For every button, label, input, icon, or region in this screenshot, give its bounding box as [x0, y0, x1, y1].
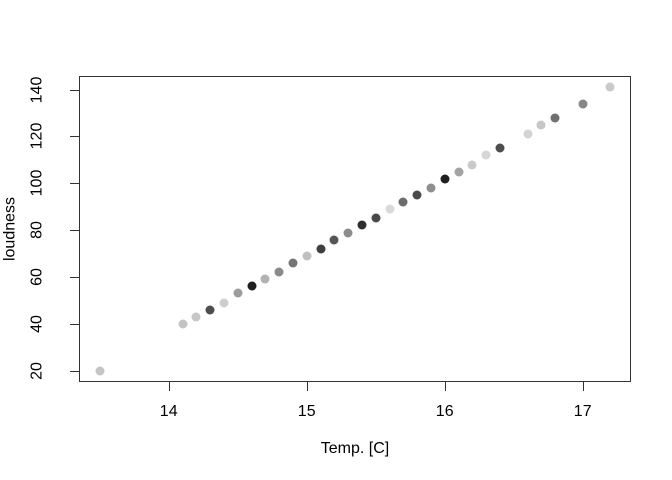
data-point [385, 204, 394, 214]
y-axis-tick [70, 277, 79, 279]
y-axis-tick [70, 370, 79, 372]
data-point [95, 366, 105, 376]
y-tick-label: 40 [28, 314, 46, 333]
y-axis-tick [70, 136, 79, 138]
data-point [495, 143, 505, 153]
x-tick-label: 17 [573, 403, 592, 420]
data-point [426, 183, 436, 193]
data-point [260, 274, 270, 284]
data-point [605, 82, 615, 92]
data-point [233, 288, 243, 298]
y-axis-tick [70, 183, 79, 185]
data-point [523, 129, 532, 139]
y-tick-label: 120 [28, 123, 46, 150]
data-point [357, 220, 367, 230]
data-point [191, 312, 201, 322]
y-tick-label: 80 [28, 221, 46, 240]
data-point [371, 213, 381, 223]
data-point [316, 244, 325, 254]
data-point [302, 251, 312, 261]
y-axis-title: loudness [1, 196, 19, 262]
data-point [288, 258, 298, 268]
data-point [219, 298, 229, 308]
x-axis-title: Temp. [C] [320, 440, 390, 457]
x-tick-label: 16 [435, 403, 454, 420]
data-point [247, 281, 256, 291]
y-axis-tick [70, 323, 79, 325]
data-point [536, 120, 546, 130]
x-axis-tick [306, 382, 308, 391]
x-tick-label: 14 [159, 403, 178, 420]
y-tick-label: 60 [28, 268, 46, 286]
data-point [205, 305, 215, 315]
data-point [329, 235, 339, 245]
data-point [467, 160, 477, 170]
y-tick-label: 140 [28, 76, 46, 103]
x-axis-tick [582, 382, 584, 391]
plot-area [79, 76, 631, 382]
data-point [343, 228, 353, 237]
data-point [398, 197, 408, 207]
data-point [481, 150, 491, 160]
data-point [550, 113, 560, 123]
y-axis-tick [70, 230, 79, 232]
x-axis-tick [444, 382, 446, 391]
data-point [178, 319, 187, 329]
x-axis-tick [168, 382, 170, 391]
x-tick-label: 15 [297, 403, 316, 420]
data-point [274, 267, 284, 277]
data-point [454, 167, 463, 177]
data-point [440, 174, 450, 184]
y-axis-tick [70, 89, 79, 91]
y-tick-label: 20 [28, 361, 46, 380]
y-tick-label: 100 [28, 169, 46, 197]
data-point [578, 99, 588, 109]
data-point [412, 190, 422, 200]
